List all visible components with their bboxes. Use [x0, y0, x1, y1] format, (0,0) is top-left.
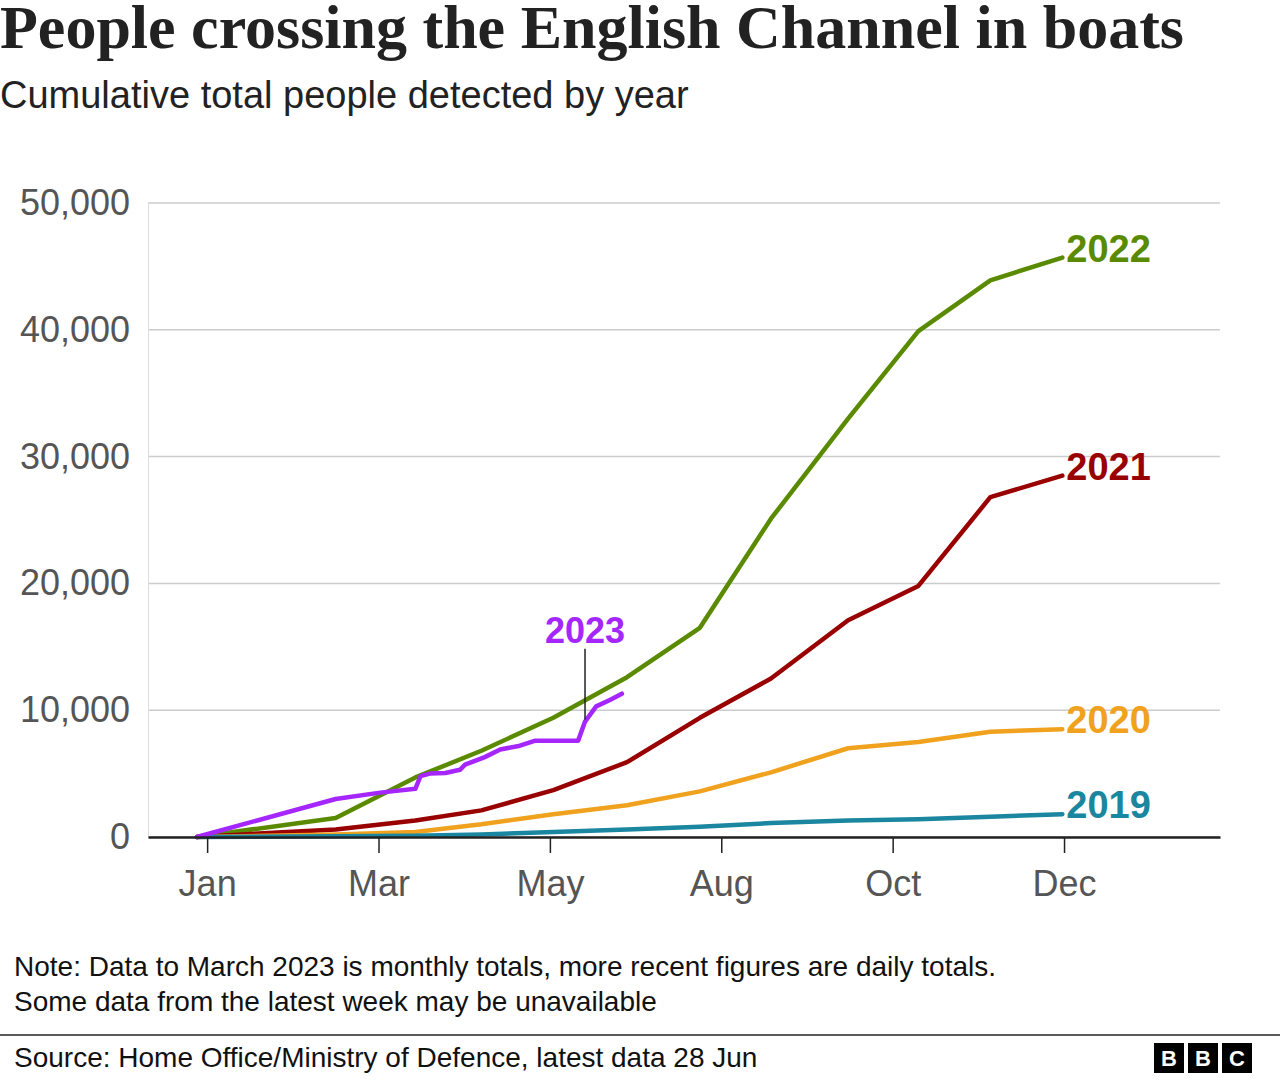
subtitle: Cumulative total people detected by year — [0, 74, 689, 116]
chart-svg: People crossing the English Channel in b… — [0, 0, 1280, 1080]
grid-line — [148, 456, 1220, 458]
y-tick-label: 50,000 — [20, 182, 130, 223]
series-line — [197, 814, 1062, 837]
y-tick: 20,000 — [20, 562, 148, 603]
y-tick-label: 30,000 — [20, 436, 130, 477]
y-tick: 10,000 — [20, 689, 148, 730]
series-label: 2023 — [545, 610, 625, 651]
x-tick-mark — [550, 837, 552, 853]
grid-line — [148, 836, 1220, 838]
x-tick-label: May — [516, 863, 584, 904]
chart-container: People crossing the English Channel in b… — [0, 0, 1280, 1080]
grid-line — [148, 202, 1220, 204]
logo: BBC — [1154, 1043, 1252, 1073]
note-line: Note: Data to March 2023 is monthly tota… — [14, 951, 996, 982]
x-tick: Dec — [1033, 837, 1097, 904]
x-axis: Jan Mar May Aug Oct Dec — [149, 837, 1221, 904]
note-line: Some data from the latest week may be un… — [14, 986, 657, 1017]
y-tick-label: 20,000 — [20, 562, 130, 603]
label-leader — [584, 649, 586, 720]
x-tick-mark — [378, 837, 380, 853]
logo-box — [1222, 1043, 1252, 1073]
y-axis-line — [148, 204, 149, 838]
footer-rule — [0, 1034, 1280, 1036]
logo-box — [1188, 1043, 1218, 1073]
x-tick: Aug — [690, 837, 754, 904]
logo-letter: B — [1195, 1046, 1211, 1071]
x-tick-label: Aug — [690, 863, 754, 904]
plot-area — [197, 258, 1062, 837]
x-tick-mark — [892, 837, 894, 853]
x-tick-label: Mar — [348, 863, 410, 904]
series-line — [197, 476, 1062, 837]
x-tick: Oct — [865, 837, 921, 904]
grid-line — [148, 583, 1220, 585]
series-label: 2021 — [1066, 446, 1151, 488]
y-tick-label: 40,000 — [20, 309, 130, 350]
x-tick-label: Oct — [865, 863, 921, 904]
series-label: 2019 — [1066, 784, 1151, 826]
logo-box — [1154, 1043, 1184, 1073]
series-line — [197, 258, 1062, 837]
title: People crossing the English Channel in b… — [0, 0, 1184, 61]
series-label: 2022 — [1066, 228, 1151, 270]
series-line — [197, 694, 622, 837]
logo-letter: B — [1161, 1046, 1177, 1071]
y-tick: 50,000 — [20, 182, 148, 223]
logo-letter: C — [1229, 1046, 1245, 1071]
x-tick-label: Dec — [1033, 863, 1097, 904]
y-tick-label: 0 — [110, 816, 130, 857]
y-tick: 30,000 — [20, 436, 148, 477]
grid — [148, 203, 1220, 837]
y-tick-label: 10,000 — [20, 689, 130, 730]
x-tick-mark — [721, 837, 723, 853]
y-tick: 0 — [110, 816, 148, 857]
x-tick-mark — [1064, 837, 1066, 853]
logo-text: BBC — [1161, 1046, 1245, 1071]
note: Note: Data to March 2023 is monthly tota… — [14, 951, 996, 1017]
series-labels: 2022 2021 2020 2019 2023 — [545, 228, 1151, 827]
x-tick: May — [516, 837, 584, 904]
x-tick: Jan — [179, 837, 237, 904]
y-axis: 0 10,000 20,000 30,000 40,000 50,000 — [20, 182, 149, 857]
x-tick-mark — [207, 837, 209, 853]
x-axis-line — [149, 836, 1221, 839]
x-tick: Mar — [348, 837, 410, 904]
series-line — [197, 729, 1062, 837]
grid-line — [148, 329, 1220, 331]
grid-line — [148, 709, 1220, 711]
y-tick: 40,000 — [20, 309, 148, 350]
series-label: 2020 — [1066, 699, 1151, 741]
source: Source: Home Office/Ministry of Defence,… — [14, 1042, 757, 1073]
x-tick-label: Jan — [179, 863, 237, 904]
